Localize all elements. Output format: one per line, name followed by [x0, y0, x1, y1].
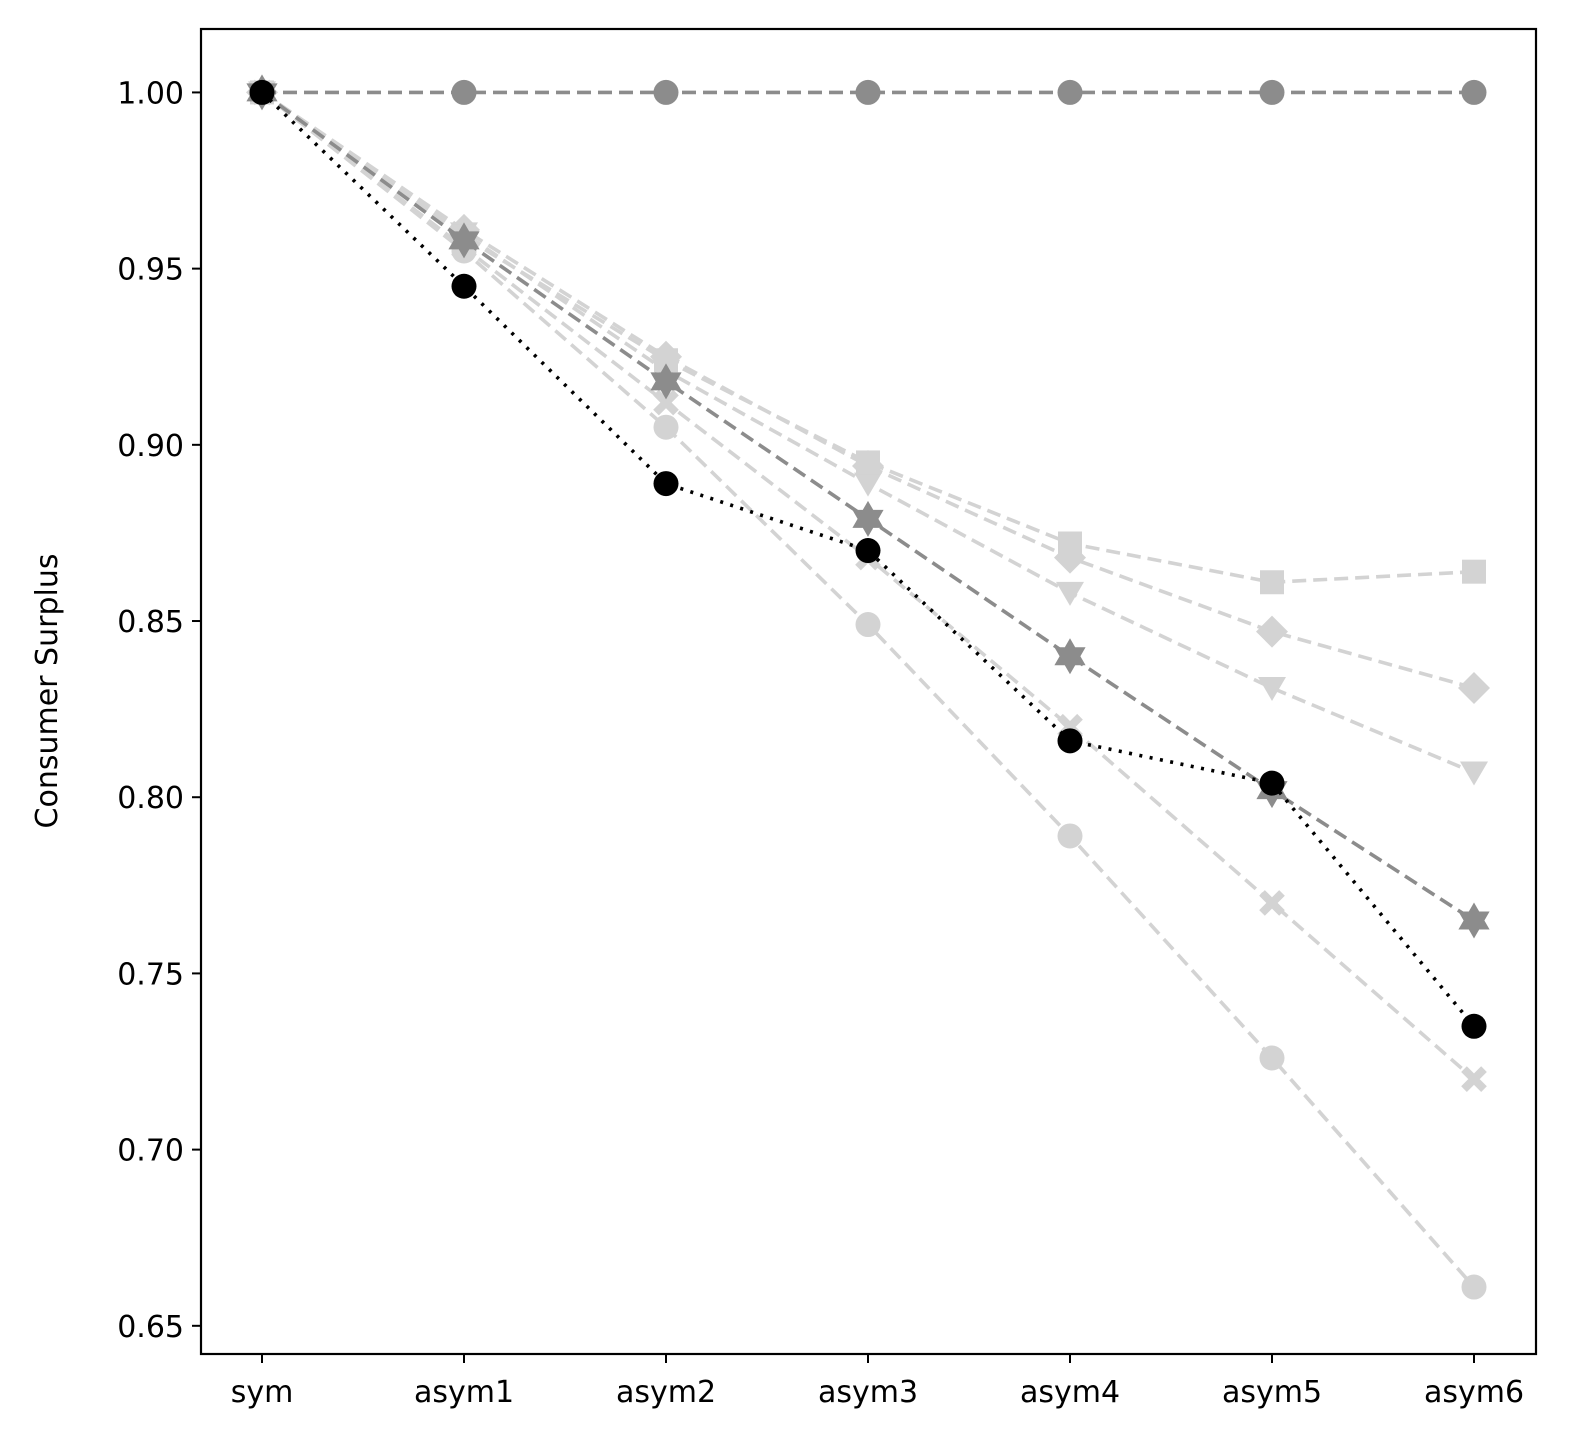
series-7: [249, 79, 1487, 105]
series-line: [260, 90, 1475, 775]
data-point: [855, 612, 881, 638]
series-line: [260, 90, 1475, 690]
data-point: [1057, 728, 1083, 754]
data-point: [1056, 581, 1084, 606]
y-tick-label: 0.80: [117, 781, 184, 816]
y-tick-label: 0.65: [117, 1310, 184, 1345]
data-point: [852, 500, 884, 537]
data-point: [1461, 1013, 1487, 1039]
y-axis: 0.65 0.70 0.75 0.80 0.85 0.90 0.95 1.00: [117, 76, 201, 1345]
data-point: [855, 79, 881, 105]
y-tick-label: 0.95: [117, 253, 184, 288]
data-point: [249, 79, 275, 105]
y-tick-label: 0.70: [117, 1134, 184, 1169]
data-point: [653, 414, 679, 440]
data-point: [1057, 79, 1083, 105]
series-3: [248, 81, 1488, 786]
data-point: [1260, 570, 1284, 595]
data-point: [1058, 531, 1082, 556]
x-tick-label: sym: [231, 1375, 294, 1410]
data-point: [856, 450, 880, 475]
y-tick-label: 1.00: [117, 76, 184, 111]
series-8: [249, 79, 1487, 1039]
data-point: [653, 389, 679, 416]
x-tick-label: asym6: [1424, 1375, 1524, 1410]
y-tick-label: 0.75: [117, 957, 184, 992]
series-2: [249, 79, 1487, 1092]
series-line: [260, 91, 1476, 1081]
series-line: [260, 91, 1476, 1289]
series-layer: [246, 74, 1490, 1300]
data-point: [1458, 671, 1490, 704]
data-point: [653, 79, 679, 105]
x-tick-label: asym3: [818, 1375, 918, 1410]
series-6: [246, 74, 1490, 939]
data-point: [854, 472, 882, 497]
series-4: [246, 76, 1490, 704]
plot-frame: [199, 27, 1538, 1356]
data-point: [1259, 79, 1285, 105]
data-point: [1259, 890, 1285, 916]
data-point: [1256, 615, 1288, 648]
data-point: [1461, 1066, 1487, 1092]
series-1: [249, 79, 1487, 1300]
data-point: [653, 471, 679, 497]
x-tick-label: asym2: [616, 1375, 716, 1410]
x-axis: sym asym1 asym2 asym3 asym4 asym5 asym6: [231, 1354, 1524, 1410]
data-point: [1259, 1045, 1285, 1071]
x-tick-label: asym4: [1020, 1375, 1120, 1410]
data-point: [1461, 1274, 1487, 1300]
data-point: [1458, 902, 1490, 939]
data-point: [1259, 770, 1285, 796]
data-point: [448, 222, 480, 259]
x-tick-label: asym5: [1222, 1375, 1322, 1410]
data-point: [451, 273, 477, 299]
x-tick-label: asym1: [414, 1375, 514, 1410]
data-point: [451, 79, 477, 105]
y-tick-label: 0.90: [117, 429, 184, 464]
data-point: [1057, 823, 1083, 849]
data-point: [1461, 79, 1487, 105]
y-tick-label: 0.85: [117, 605, 184, 640]
data-point: [1054, 638, 1086, 675]
data-point: [1462, 559, 1486, 584]
data-point: [1460, 761, 1488, 786]
y-axis-label: Consumer Surplus: [30, 554, 65, 829]
data-point: [855, 538, 881, 564]
data-point: [1258, 676, 1286, 701]
data-point: [650, 363, 682, 400]
